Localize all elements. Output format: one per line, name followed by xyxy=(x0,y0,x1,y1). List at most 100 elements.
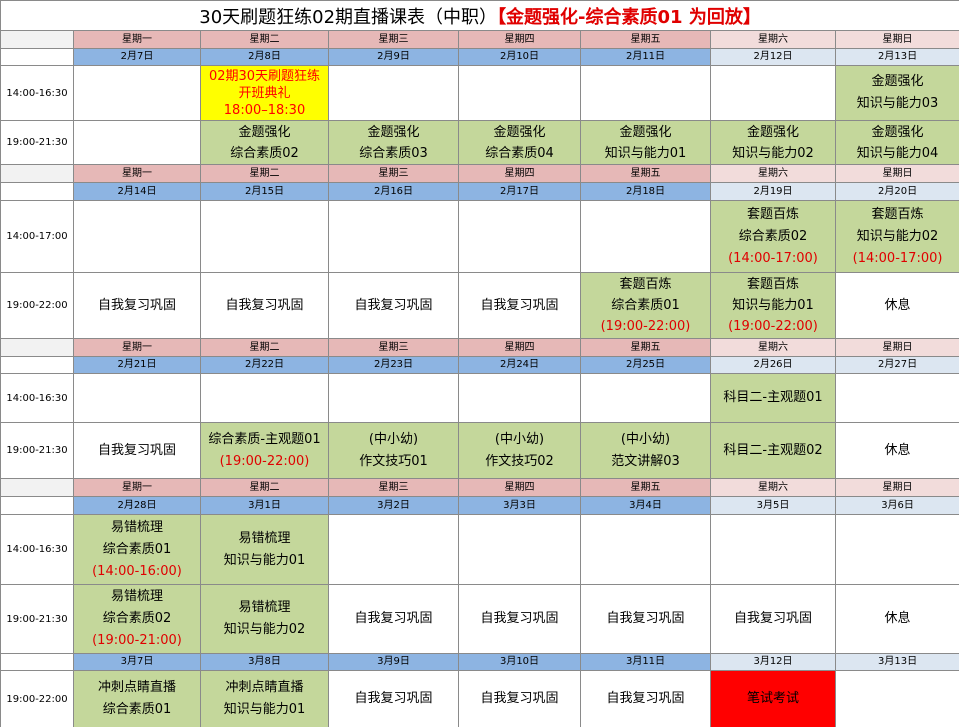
date: 2月21日 xyxy=(73,356,201,374)
session-cell xyxy=(580,514,711,585)
session-cell xyxy=(328,373,459,423)
weekday: 星期三 xyxy=(328,30,459,49)
session-text: 自我复习巩固 xyxy=(606,611,685,626)
weekday: 星期五 xyxy=(580,338,711,357)
session-cell: 休息 xyxy=(834,584,959,654)
date: 2月7日 xyxy=(73,48,201,66)
session-cell: 套题百炼 知识与能力02 (14:00-17:00) xyxy=(834,200,959,273)
time-slot: 19:00-22:00 xyxy=(0,272,74,339)
weekday: 星期日 xyxy=(834,338,959,357)
date: 3月12日 xyxy=(710,653,836,671)
session-cell xyxy=(580,200,711,273)
session-text: 综合素质03 xyxy=(359,145,428,161)
session-text: 冲刺点睛直播 xyxy=(97,680,176,695)
date: 3月5日 xyxy=(710,496,836,515)
session-text: 套题百炼 xyxy=(746,206,799,222)
date: 3月7日 xyxy=(73,653,201,671)
time-slot: 19:00-21:30 xyxy=(0,584,74,654)
weekday: 星期一 xyxy=(73,478,201,497)
session-text: 自我复习巩固 xyxy=(733,611,812,626)
session-cell: 自我复习巩固 xyxy=(710,584,836,654)
session-text: 知识与能力03 xyxy=(856,96,939,111)
session-cell xyxy=(458,514,581,585)
session-time: (19:00-22:00) xyxy=(219,453,310,469)
session-text: 自我复习巩固 xyxy=(354,691,433,706)
corner-cell xyxy=(0,653,74,671)
session-row: 14:00-17:00 套题百炼 综合素质02 (14:00-17:00) 套题百炼 知识… xyxy=(0,200,959,273)
date: 3月3日 xyxy=(458,496,581,515)
session-cell xyxy=(458,65,581,121)
session-text: 知识与能力01 xyxy=(223,702,306,717)
session-text: 自我复习巩固 xyxy=(97,442,176,458)
date: 2月26日 xyxy=(710,356,836,374)
session-text: 套题百炼 xyxy=(619,277,672,292)
date: 3月13日 xyxy=(834,653,959,671)
weekday-row: 星期一 星期二 星期三 星期四 星期五 星期六 星期日 xyxy=(0,164,959,183)
date: 2月27日 xyxy=(834,356,959,374)
session-cell: 金题强化 知识与能力02 xyxy=(710,120,836,165)
session-cell: (中小幼) 范文讲解03 xyxy=(580,422,711,479)
weekday: 星期六 xyxy=(710,30,836,49)
session-cell xyxy=(834,514,959,585)
corner-cell xyxy=(0,182,74,201)
session-text: 金题强化 xyxy=(367,124,420,140)
session-text: 金题强化 xyxy=(746,124,799,140)
session-cell xyxy=(328,200,459,273)
session-cell: 易错梳理 知识与能力01 xyxy=(200,514,329,585)
corner-cell xyxy=(0,338,74,357)
session-text: 科目二-主观题02 xyxy=(723,442,823,458)
weekday-row: 星期一 星期二 星期三 星期四 星期五 星期六 星期日 xyxy=(0,30,959,49)
session-time: (19:00-22:00) xyxy=(728,319,818,334)
time-slot: 19:00-21:30 xyxy=(0,422,74,479)
session-text: 自我复习巩固 xyxy=(354,611,433,626)
date: 2月13日 xyxy=(834,48,959,66)
session-cell xyxy=(200,373,329,423)
weekday: 星期一 xyxy=(73,30,201,49)
date: 2月24日 xyxy=(458,356,581,374)
date: 2月14日 xyxy=(73,182,201,201)
session-cell: 套题百炼 综合素质02 (14:00-17:00) xyxy=(710,200,836,273)
weekday: 星期二 xyxy=(200,164,329,183)
session-cell: 笔试考试 xyxy=(710,670,836,727)
session-cell: 02期30天刷题狂练 开班典礼 18:00–18:30 xyxy=(200,65,329,121)
session-cell: 自我复习巩固 xyxy=(458,670,581,727)
session-text: 易错梳理 xyxy=(238,530,291,546)
date: 3月9日 xyxy=(328,653,459,671)
session-text: 综合素质02 xyxy=(230,145,299,161)
weekday: 星期三 xyxy=(328,338,459,357)
session-row: 19:00-22:00 自我复习巩固 自我复习巩固 自我复习巩固 自我复习巩固 套题百炼综… xyxy=(0,272,959,339)
date: 2月17日 xyxy=(458,182,581,201)
date: 2月10日 xyxy=(458,48,581,66)
title: 30天刷题狂练02期直播课表（中职） xyxy=(199,6,498,28)
date: 3月2日 xyxy=(328,496,459,515)
session-cell: 套题百炼 知识与能力01 (19:00-22:00) xyxy=(710,272,836,339)
date: 3月6日 xyxy=(834,496,959,515)
session-cell: 套题百炼 综合素质01 (19:00-22:00) xyxy=(580,272,711,339)
session-text: (中小幼) xyxy=(368,431,419,447)
session-row: 14:00-16:30 科目二-主观题01 xyxy=(0,373,959,423)
session-cell: 金题强化 知识与能力04 xyxy=(834,120,959,165)
session-text: 综合素质-主观题01 xyxy=(208,431,321,447)
weekday: 星期六 xyxy=(710,478,836,497)
session-cell: 自我复习巩固 xyxy=(200,272,329,339)
session-row: 19:00-22:00 冲刺点睛直播 综合素质01 冲刺点睛直播 知识与能力01 自我复习… xyxy=(0,670,959,727)
session-cell: 金题强化 知识与能力03 xyxy=(834,65,959,121)
weekday: 星期五 xyxy=(580,164,711,183)
date: 2月19日 xyxy=(710,182,836,201)
date: 2月16日 xyxy=(328,182,459,201)
session-cell xyxy=(458,200,581,273)
session-text: 综合素质01 xyxy=(611,298,680,313)
session-cell: 金题强化 知识与能力01 xyxy=(580,120,711,165)
session-row: 14:00-16:30 02期30天刷题狂练 开班典礼 18:00–18:30 金题强化… xyxy=(0,65,959,121)
date-row: 2月14日 2月15日 2月16日 2月17日 2月18日 2月19日 2月20日 xyxy=(0,182,959,201)
session-cell xyxy=(834,373,959,423)
date-row: 2月28日 3月1日 3月2日 3月3日 3月4日 3月5日 3月6日 xyxy=(0,496,959,515)
session-row: 19:00-21:30 易错梳理 综合素质02 (19:00-21:00) 易错梳理 知识… xyxy=(0,584,959,654)
date-row: 2月7日 2月8日 2月9日 2月10日 2月11日 2月12日 2月13日 xyxy=(0,48,959,66)
session-cell xyxy=(73,373,201,423)
time-slot: 19:00-21:30 xyxy=(0,120,74,165)
session-text: 金题强化 xyxy=(871,124,924,140)
date: 2月8日 xyxy=(200,48,329,66)
